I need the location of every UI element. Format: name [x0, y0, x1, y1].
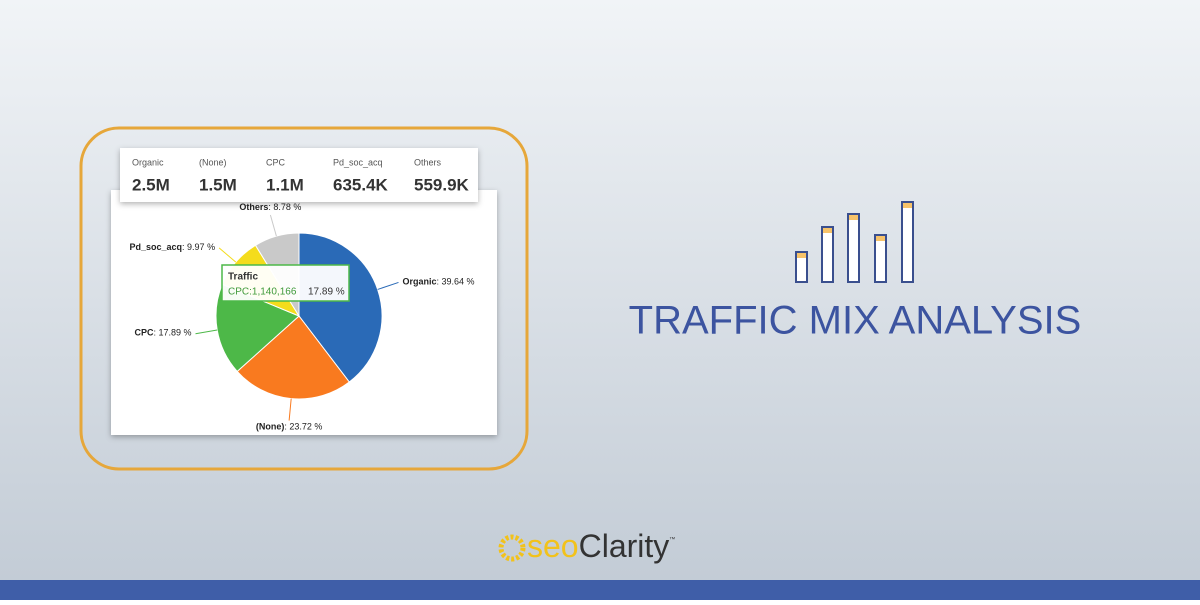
pie-slice — [236, 315, 350, 400]
logo-text: seoClarity™ — [527, 528, 675, 564]
leader-line — [288, 398, 292, 421]
summary-label: (None) — [199, 157, 227, 167]
slice-label: Others: 8.78 % — [239, 202, 301, 212]
icon-bar — [874, 234, 887, 283]
icon-cap — [797, 253, 806, 258]
slice-value: : 8.78 % — [268, 202, 301, 212]
leader-line — [195, 329, 218, 335]
icon-caps — [797, 203, 912, 258]
tooltip-title: Traffic — [228, 272, 258, 283]
icon-cap — [876, 236, 885, 241]
summary-value: 635.4K — [333, 175, 389, 194]
summary-strip — [120, 148, 478, 202]
slice-label: Organic: 39.64 % — [402, 277, 474, 287]
tooltip: Traffic CPC:1,140,166 17.89 % — [221, 264, 350, 302]
logo-seo: seo — [527, 528, 579, 564]
leader-line — [377, 281, 399, 290]
slice-value: : 17.89 % — [153, 328, 191, 338]
summary-value: 1.1M — [266, 175, 304, 194]
slice-label: Pd_soc_acq: 9.97 % — [130, 242, 216, 252]
tooltip-box — [221, 264, 350, 302]
slice-name: Others — [239, 202, 268, 212]
icon-bar — [821, 226, 834, 283]
slice-label: CPC: 17.89 % — [134, 328, 191, 338]
tooltip-percent: 17.89 % — [308, 287, 345, 298]
logo: seoClarity™ — [498, 528, 675, 564]
summary-value: 1.5M — [199, 175, 237, 194]
frame — [79, 126, 529, 471]
summary-label: Pd_soc_acq — [333, 157, 383, 167]
logo-icon — [498, 534, 526, 562]
logo-brand: Clarity — [579, 528, 670, 564]
icon-cap — [849, 215, 858, 220]
slice-value: : 9.97 % — [182, 242, 215, 252]
icon-bar — [901, 201, 914, 283]
slice-value: : 39.64 % — [437, 277, 475, 287]
slice-name: Pd_soc_acq — [130, 242, 183, 252]
pie-slice — [215, 283, 300, 373]
slice-label: (None): 23.72 % — [256, 422, 323, 432]
summary-label: Others — [414, 157, 442, 167]
leader-line — [218, 247, 237, 263]
summary-value: 559.9K — [414, 175, 470, 194]
icon-cap — [903, 203, 912, 208]
icon-bar — [795, 251, 808, 283]
tooltip-line: CPC:1,140,166 — [228, 287, 297, 298]
logo-mark: ™ — [669, 536, 675, 543]
slice-name: (None) — [256, 422, 285, 432]
leader-line — [269, 214, 277, 237]
bars-icon — [795, 201, 914, 283]
summary-value: 2.5M — [132, 175, 170, 194]
icon-bar — [847, 213, 860, 283]
slice-name: CPC — [134, 328, 154, 338]
footer-bar — [0, 580, 1200, 600]
slice-value: : 23.72 % — [284, 422, 322, 432]
heading: TRAFFIC MIX ANALYSIS — [629, 299, 1082, 343]
summary-label: Organic — [132, 157, 164, 167]
icon-cap — [823, 228, 832, 233]
slice-name: Organic — [402, 277, 436, 287]
summary: Organic 2.5M (None) 1.5M CPC 1.1M Pd_soc_acq 63… — [132, 157, 470, 194]
summary-label: CPC — [266, 157, 286, 167]
